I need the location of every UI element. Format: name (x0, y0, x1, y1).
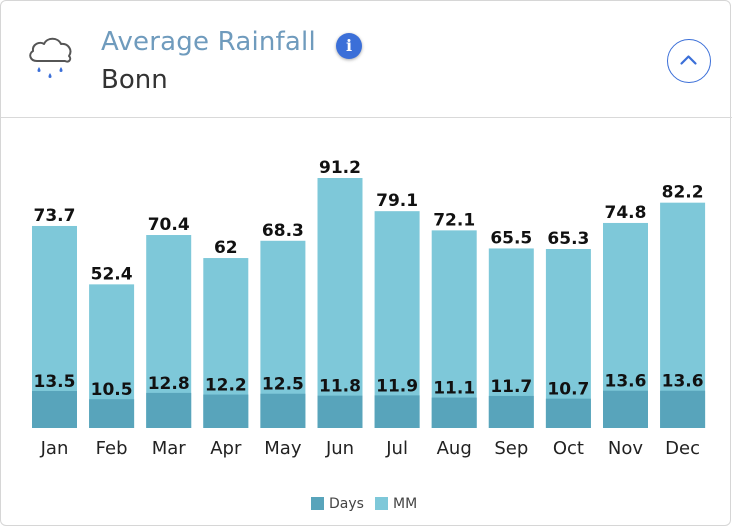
data-label-days-sep: 11.7 (490, 377, 532, 397)
data-label-mm-feb: 52.4 (91, 264, 133, 284)
data-label-mm-nov: 74.8 (605, 203, 647, 223)
x-tick-label-jul: Jul (385, 438, 408, 459)
collapse-button[interactable] (667, 39, 711, 83)
data-label-days-dec: 13.6 (662, 372, 704, 392)
data-label-mm-aug: 72.1 (433, 210, 475, 230)
rain-cloud-icon (29, 37, 72, 78)
x-tick-label-may: May (264, 438, 302, 459)
bar-mm-jun[interactable] (317, 178, 363, 428)
bar-days-sep[interactable] (488, 395, 534, 428)
x-tick-label-jun: Jun (325, 438, 354, 459)
card-header: Average Rainfall Bonn i (1, 1, 732, 118)
x-tick-label-aug: Aug (437, 438, 472, 459)
page-title: Average Rainfall (101, 27, 316, 57)
rainfall-chart: 73.7 13.5 Jan 52.4 10.5 Feb 70.4 12.8 Mar 62 12.2 A… (32, 158, 706, 512)
location-name: Bonn (101, 65, 168, 95)
bar-days-jan[interactable] (32, 390, 77, 428)
bar-mm-oct[interactable] (545, 248, 591, 428)
data-label-mm-dec: 82.2 (662, 183, 704, 203)
bar-mm-aug[interactable] (431, 230, 477, 428)
data-label-mm-oct: 65.3 (547, 229, 589, 249)
data-label-days-jul: 11.9 (376, 376, 418, 396)
bar-mm-dec[interactable] (660, 202, 706, 428)
bar-days-may[interactable] (260, 393, 306, 428)
x-tick-label-sep: Sep (494, 438, 528, 459)
legend-swatch-mm[interactable] (375, 497, 388, 510)
x-tick-label-oct: Oct (553, 438, 584, 459)
info-icon[interactable]: i (336, 33, 362, 59)
data-label-days-jan: 13.5 (34, 372, 76, 392)
data-label-mm-mar: 70.4 (148, 215, 190, 235)
data-label-mm-apr: 62 (214, 238, 238, 258)
legend-label-mm[interactable]: MM (393, 496, 417, 512)
data-label-days-mar: 12.8 (148, 374, 190, 394)
data-label-days-aug: 11.1 (433, 379, 475, 399)
bar-days-nov[interactable] (603, 390, 648, 428)
bar-days-feb[interactable] (89, 399, 135, 428)
data-label-days-oct: 10.7 (547, 380, 589, 400)
data-label-mm-sep: 65.5 (490, 228, 532, 248)
x-tick-label-nov: Nov (608, 438, 643, 459)
bar-days-dec[interactable] (660, 390, 706, 428)
bar-days-apr[interactable] (203, 394, 249, 428)
legend-label-days[interactable]: Days (329, 496, 364, 512)
bar-days-mar[interactable] (146, 392, 192, 428)
legend-swatch-days[interactable] (311, 497, 324, 510)
data-label-days-jun: 11.8 (319, 377, 361, 397)
data-label-mm-jul: 79.1 (376, 191, 418, 211)
data-label-days-apr: 12.2 (205, 376, 247, 396)
x-tick-label-apr: Apr (210, 438, 242, 459)
data-label-mm-may: 68.3 (262, 221, 304, 241)
x-tick-label-feb: Feb (96, 438, 128, 459)
x-tick-label-mar: Mar (152, 438, 187, 459)
data-label-days-nov: 13.6 (605, 372, 647, 392)
x-tick-label-jan: Jan (40, 438, 69, 459)
bar-days-jun[interactable] (317, 395, 363, 428)
data-label-days-feb: 10.5 (91, 380, 133, 400)
data-label-mm-jan: 73.7 (34, 206, 76, 226)
data-label-days-may: 12.5 (262, 375, 304, 395)
bar-days-aug[interactable] (431, 397, 477, 428)
bar-days-oct[interactable] (545, 398, 591, 428)
bar-mm-jul[interactable] (374, 211, 420, 428)
x-tick-label-dec: Dec (665, 438, 700, 459)
bar-days-jul[interactable] (374, 395, 420, 428)
chevron-up-icon (680, 55, 697, 65)
data-label-mm-jun: 91.2 (319, 158, 361, 178)
